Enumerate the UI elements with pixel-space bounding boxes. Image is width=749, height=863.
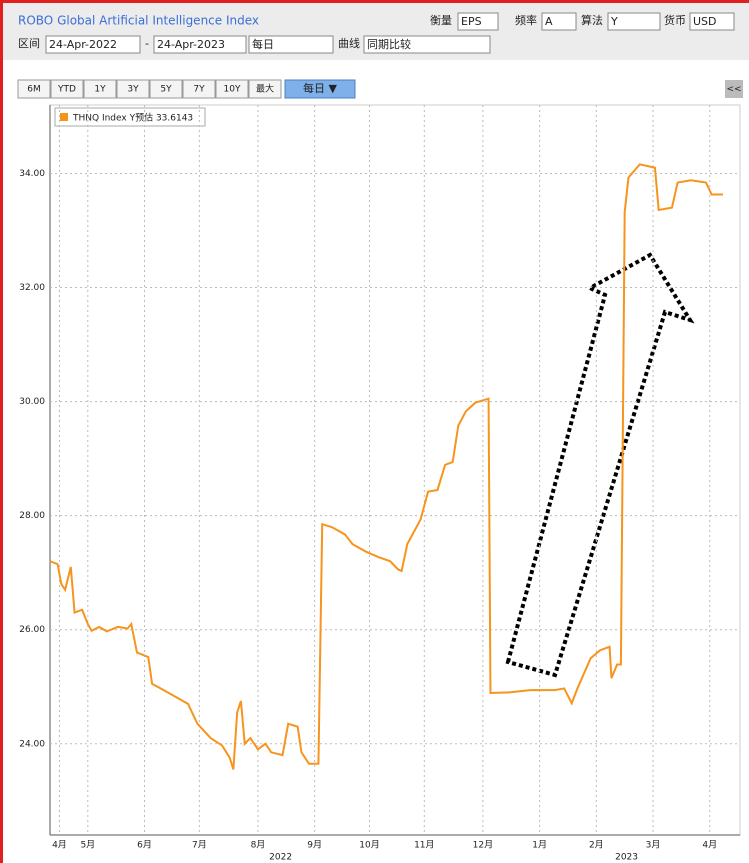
x-tick-label: 2月 (589, 840, 604, 851)
x-tick-label: 8月 (251, 840, 266, 851)
label: 算法 (581, 13, 603, 27)
range-button-text: 6M (27, 85, 41, 95)
label: 曲线 (338, 36, 360, 50)
range-button-text: YTD (57, 85, 76, 95)
label: 频率 (515, 13, 537, 27)
legend-swatch (60, 113, 68, 121)
year-label: 2022 (269, 853, 292, 863)
range-button[interactable] (17, 79, 51, 99)
select[interactable] (689, 12, 735, 31)
y-tick-label: 32.00 (19, 283, 45, 293)
x-tick-label: 11月 (414, 840, 434, 851)
x-tick-label: 9月 (307, 840, 322, 851)
y-tick-label: 24.00 (19, 739, 45, 749)
y-tick-label: 30.00 (19, 397, 45, 407)
select-value: 同期比较 (367, 37, 411, 51)
range-button-text: 3Y (127, 85, 139, 95)
select[interactable] (248, 35, 334, 54)
year-label: 2023 (615, 853, 638, 863)
select-value: A (545, 15, 553, 28)
range-button-text: 5Y (160, 85, 172, 95)
red-edge-top (0, 0, 749, 3)
select[interactable] (607, 12, 661, 31)
period-button-text: 每日 ▼ (303, 81, 337, 95)
select-value: Y (610, 15, 618, 28)
x-tick-label: 4月 (52, 840, 67, 851)
dash: - (145, 37, 149, 50)
x-tick-label: 5月 (80, 840, 95, 851)
date: 24-Apr-2023 (157, 38, 225, 51)
x-tick-label: 4月 (702, 840, 717, 851)
select-value: USD (693, 15, 717, 28)
range-button-text: 1Y (94, 85, 106, 95)
x-tick-label: 7月 (192, 840, 207, 851)
select[interactable] (363, 35, 491, 54)
range-button[interactable] (116, 79, 150, 99)
range-button[interactable] (50, 79, 84, 99)
x-tick-label: 12月 (473, 840, 493, 851)
range-button[interactable] (248, 79, 282, 99)
date-input[interactable] (45, 35, 141, 54)
period-button[interactable] (284, 79, 356, 99)
y-tick-label: 28.00 (19, 511, 45, 521)
select-value: 每日 (252, 37, 274, 51)
y-tick-label: 34.00 (19, 169, 45, 179)
x-tick-label: 1月 (532, 840, 547, 851)
collapse-button[interactable] (725, 80, 743, 98)
range-button[interactable] (215, 79, 249, 99)
date-input[interactable] (153, 35, 247, 54)
label: 货币 (664, 13, 686, 27)
range-button-text: 最大 (256, 83, 274, 95)
label: 区间 (18, 37, 40, 50)
range-button[interactable] (83, 79, 117, 99)
y-tick-label: 26.00 (19, 625, 45, 635)
legend-text: THNQ Index Y预估 33.6143 (72, 112, 193, 124)
data-line (49, 163, 723, 770)
range-button[interactable] (149, 79, 183, 99)
legend (54, 107, 206, 127)
red-edge (0, 0, 3, 863)
x-tick-label: 10月 (359, 840, 379, 851)
collapse-text: << (726, 85, 741, 95)
select[interactable] (541, 12, 577, 31)
x-tick-label: 6月 (137, 840, 152, 851)
x-tick-label: 3月 (646, 840, 661, 851)
label: 衡量 (430, 14, 452, 27)
select[interactable] (457, 12, 499, 31)
arrow-annotation (505, 252, 695, 678)
title: ROBO Global Artificial Intelligence Inde… (18, 14, 259, 28)
range-button[interactable] (182, 79, 216, 99)
date: 24-Apr-2022 (49, 38, 117, 51)
range-button-text: 10Y (224, 85, 241, 95)
range-button-text: 7Y (193, 85, 205, 95)
select-value: EPS (461, 15, 482, 28)
